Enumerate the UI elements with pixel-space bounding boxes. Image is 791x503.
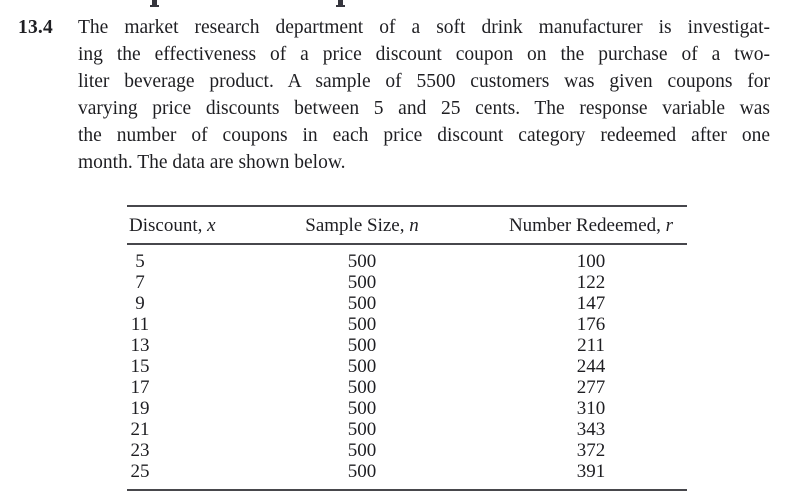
discount-value: 17 <box>130 377 150 398</box>
discount-cell: 25 <box>127 461 229 490</box>
sample-size-cell: 500 <box>347 251 377 272</box>
redeemed-cell: 176 <box>576 314 606 335</box>
header-variable: x <box>207 215 216 236</box>
table-header: Discount, x Sample Size, n Number Redeem… <box>127 206 687 245</box>
table-body: 5 500 100 7 500 122 9 500 147 11 500 176… <box>127 244 687 490</box>
discount-value: 19 <box>130 398 150 419</box>
discount-value: 25 <box>130 461 150 482</box>
sample-size-cell: 500 <box>347 293 377 314</box>
discount-cell: 15 <box>127 356 229 377</box>
discount-cell: 19 <box>127 398 229 419</box>
discount-value: 11 <box>130 314 150 335</box>
table-row: 25 500 391 <box>127 461 687 490</box>
table-row: 17 500 277 <box>127 377 687 398</box>
table-row: 21 500 343 <box>127 419 687 440</box>
header-label: Number Redeemed, <box>508 215 666 236</box>
sample-size-cell: 500 <box>347 440 377 461</box>
discount-cell: 9 <box>127 293 229 314</box>
redeemed-cell: 244 <box>576 356 606 377</box>
text-line: liter beverage product. A sample of 5500… <box>78 71 770 92</box>
discount-value: 7 <box>135 272 145 293</box>
discount-cell: 23 <box>127 440 229 461</box>
discount-value: 9 <box>135 293 145 314</box>
sample-size-cell: 500 <box>347 461 377 482</box>
clipped-text-fragment <box>336 0 345 7</box>
discount-value: 23 <box>130 440 150 461</box>
sample-size-cell: 500 <box>347 419 377 440</box>
table-row: 9 500 147 <box>127 293 687 314</box>
discount-cell: 21 <box>127 419 229 440</box>
sample-size-cell: 500 <box>347 356 377 377</box>
sample-size-cell: 500 <box>347 398 377 419</box>
discount-value: 21 <box>130 419 150 440</box>
sample-size-cell: 500 <box>347 377 377 398</box>
sample-size-cell: 500 <box>347 272 377 293</box>
text-line: the number of coupons in each price disc… <box>78 125 770 146</box>
header-label: Discount, <box>129 215 208 236</box>
header-variable: r <box>665 215 674 236</box>
redeemed-cell: 310 <box>576 398 606 419</box>
redeemed-cell: 372 <box>576 440 606 461</box>
table-row: 15 500 244 <box>127 356 687 377</box>
table-row: 7 500 122 <box>127 272 687 293</box>
table-row: 23 500 372 <box>127 440 687 461</box>
text-line: ing the effectiveness of a price discoun… <box>78 44 770 65</box>
table-row: 5 500 100 <box>127 244 687 272</box>
redeemed-cell: 100 <box>576 251 606 272</box>
table-row: 19 500 310 <box>127 398 687 419</box>
redeemed-cell: 391 <box>576 461 606 482</box>
column-header-sample-size: Sample Size, n <box>229 206 495 245</box>
table-header-row: Discount, x Sample Size, n Number Redeem… <box>127 206 687 245</box>
column-header-number-redeemed: Number Redeemed, r <box>495 206 687 245</box>
table-row: 11 500 176 <box>127 314 687 335</box>
discount-cell: 17 <box>127 377 229 398</box>
clipped-previous-line <box>0 0 791 8</box>
discount-cell: 13 <box>127 335 229 356</box>
column-header-discount: Discount, x <box>127 206 229 245</box>
table-row: 13 500 211 <box>127 335 687 356</box>
redeemed-cell: 147 <box>576 293 606 314</box>
sample-size-cell: 500 <box>347 335 377 356</box>
discount-cell: 5 <box>127 244 229 272</box>
text-line: The market research department of a soft… <box>78 17 770 38</box>
problem-number: 13.4 <box>18 17 53 38</box>
redeemed-cell: 211 <box>577 335 605 356</box>
text-line: month. The data are shown below. <box>78 152 346 173</box>
discount-value: 15 <box>130 356 150 377</box>
header-label: Sample Size, <box>305 215 410 236</box>
redeemed-cell: 343 <box>576 419 606 440</box>
discount-cell: 11 <box>127 314 229 335</box>
redeemed-cell: 277 <box>576 377 606 398</box>
text-line: varying price discounts between 5 and 25… <box>78 98 770 119</box>
problem-statement: The market research department of a soft… <box>78 14 770 176</box>
header-variable: n <box>409 215 419 236</box>
clipped-text-fragment <box>150 0 159 7</box>
coupon-data-table: Discount, x Sample Size, n Number Redeem… <box>127 205 687 491</box>
redeemed-cell: 122 <box>576 272 606 293</box>
discount-value: 5 <box>135 251 145 272</box>
sample-size-cell: 500 <box>347 314 377 335</box>
discount-value: 13 <box>130 335 150 356</box>
discount-cell: 7 <box>127 272 229 293</box>
